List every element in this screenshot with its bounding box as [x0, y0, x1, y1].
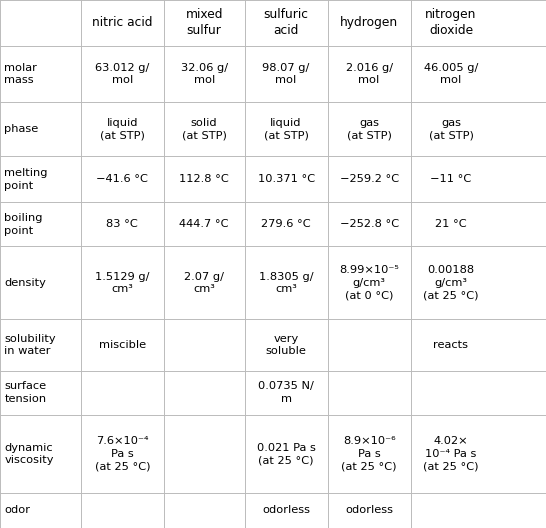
Text: molar
mass: molar mass	[4, 63, 37, 86]
Text: 8.99×10⁻⁵
g/cm³
(at 0 °C): 8.99×10⁻⁵ g/cm³ (at 0 °C)	[339, 266, 399, 300]
Text: 32.06 g/
mol: 32.06 g/ mol	[181, 63, 228, 86]
Text: sulfuric
acid: sulfuric acid	[264, 8, 308, 37]
Text: odorless: odorless	[262, 505, 310, 515]
Text: reacts: reacts	[434, 340, 468, 350]
Text: solid
(at STP): solid (at STP)	[182, 118, 227, 140]
Text: liquid
(at STP): liquid (at STP)	[264, 118, 308, 140]
Text: boiling
point: boiling point	[4, 213, 43, 235]
Text: −11 °C: −11 °C	[430, 174, 472, 184]
Text: 7.6×10⁻⁴
Pa s
(at 25 °C): 7.6×10⁻⁴ Pa s (at 25 °C)	[94, 437, 150, 472]
Text: 112.8 °C: 112.8 °C	[179, 174, 229, 184]
Text: 63.012 g/
mol: 63.012 g/ mol	[95, 63, 150, 86]
Text: −259.2 °C: −259.2 °C	[340, 174, 399, 184]
Text: solubility
in water: solubility in water	[4, 334, 56, 356]
Text: density: density	[4, 278, 46, 288]
Text: phase: phase	[4, 125, 39, 135]
Text: −41.6 °C: −41.6 °C	[96, 174, 149, 184]
Text: odor: odor	[4, 505, 31, 515]
Text: 0.00188
g/cm³
(at 25 °C): 0.00188 g/cm³ (at 25 °C)	[423, 266, 479, 300]
Text: surface
tension: surface tension	[4, 381, 46, 404]
Text: liquid
(at STP): liquid (at STP)	[100, 118, 145, 140]
Text: nitric acid: nitric acid	[92, 16, 152, 30]
Text: 4.02×
10⁻⁴ Pa s
(at 25 °C): 4.02× 10⁻⁴ Pa s (at 25 °C)	[423, 437, 479, 472]
Text: miscible: miscible	[99, 340, 146, 350]
Text: nitrogen
dioxide: nitrogen dioxide	[425, 8, 477, 37]
Text: 10.371 °C: 10.371 °C	[258, 174, 314, 184]
Text: 0.021 Pa s
(at 25 °C): 0.021 Pa s (at 25 °C)	[257, 442, 316, 465]
Text: very
soluble: very soluble	[266, 334, 306, 356]
Text: 2.07 g/
cm³: 2.07 g/ cm³	[184, 272, 224, 294]
Text: 8.9×10⁻⁶
Pa s
(at 25 °C): 8.9×10⁻⁶ Pa s (at 25 °C)	[341, 437, 397, 472]
Text: 0.0735 N/
m: 0.0735 N/ m	[258, 381, 314, 404]
Text: 2.016 g/
mol: 2.016 g/ mol	[346, 63, 393, 86]
Text: 444.7 °C: 444.7 °C	[180, 219, 229, 229]
Text: odorless: odorless	[345, 505, 393, 515]
Text: gas
(at STP): gas (at STP)	[429, 118, 473, 140]
Text: −252.8 °C: −252.8 °C	[340, 219, 399, 229]
Text: 83 °C: 83 °C	[106, 219, 138, 229]
Text: hydrogen: hydrogen	[340, 16, 398, 30]
Text: 1.8305 g/
cm³: 1.8305 g/ cm³	[259, 272, 313, 294]
Text: gas
(at STP): gas (at STP)	[347, 118, 391, 140]
Text: 279.6 °C: 279.6 °C	[262, 219, 311, 229]
Text: 21 °C: 21 °C	[435, 219, 467, 229]
Text: melting
point: melting point	[4, 168, 48, 191]
Text: 1.5129 g/
cm³: 1.5129 g/ cm³	[95, 272, 150, 294]
Text: mixed
sulfur: mixed sulfur	[186, 8, 223, 37]
Text: 98.07 g/
mol: 98.07 g/ mol	[263, 63, 310, 86]
Text: 46.005 g/
mol: 46.005 g/ mol	[424, 63, 478, 86]
Text: dynamic
viscosity: dynamic viscosity	[4, 442, 54, 465]
